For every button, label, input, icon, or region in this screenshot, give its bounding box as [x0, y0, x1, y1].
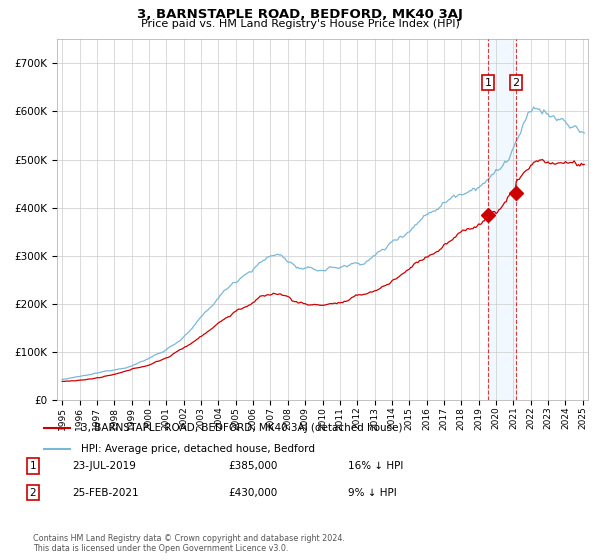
Text: 1: 1: [29, 461, 37, 471]
Text: 1: 1: [485, 77, 492, 87]
Text: 23-JUL-2019: 23-JUL-2019: [72, 461, 136, 471]
Bar: [488, 39, 516, 400]
Text: HPI: Average price, detached house, Bedford: HPI: Average price, detached house, Bedf…: [80, 444, 314, 454]
Text: 16% ↓ HPI: 16% ↓ HPI: [348, 461, 403, 471]
Text: 2: 2: [29, 488, 37, 498]
Text: 3, BARNSTAPLE ROAD, BEDFORD, MK40 3AJ: 3, BARNSTAPLE ROAD, BEDFORD, MK40 3AJ: [137, 8, 463, 21]
Text: 9% ↓ HPI: 9% ↓ HPI: [348, 488, 397, 498]
Text: Contains HM Land Registry data © Crown copyright and database right 2024.
This d: Contains HM Land Registry data © Crown c…: [33, 534, 345, 553]
Text: £385,000: £385,000: [228, 461, 277, 471]
Text: 25-FEB-2021: 25-FEB-2021: [72, 488, 139, 498]
Text: £430,000: £430,000: [228, 488, 277, 498]
Text: 3, BARNSTAPLE ROAD, BEDFORD, MK40 3AJ (detached house): 3, BARNSTAPLE ROAD, BEDFORD, MK40 3AJ (d…: [80, 423, 402, 433]
Text: Price paid vs. HM Land Registry's House Price Index (HPI): Price paid vs. HM Land Registry's House …: [140, 19, 460, 29]
Text: 2: 2: [512, 77, 520, 87]
